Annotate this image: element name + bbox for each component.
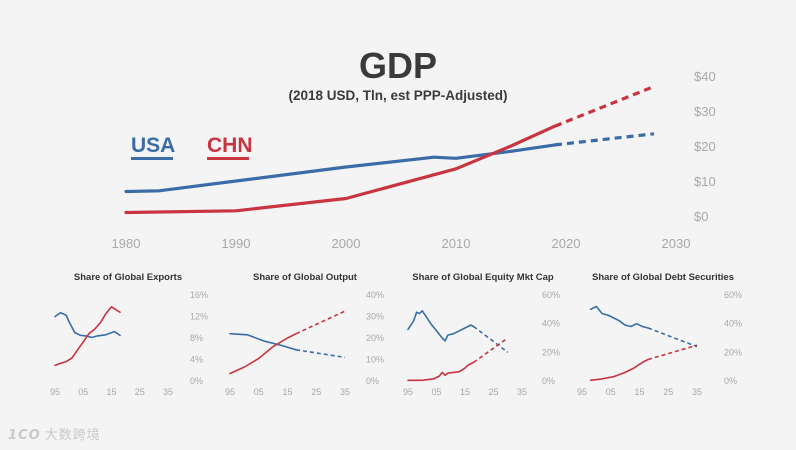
chart-subtitle: (2018 USD, Tln, est PPP-Adjusted) (288, 88, 507, 103)
gdp-x-tick: 2030 (662, 236, 691, 251)
panel-2-usa-line (229, 332, 297, 351)
panel-1-x-tick: 25 (135, 387, 145, 397)
panel-1-y-tick: 0% (190, 376, 203, 386)
panel-2-x-tick: 95 (225, 387, 235, 397)
gdp-x-tick: 2010 (442, 236, 471, 251)
panel-2-x-tick: 35 (340, 387, 350, 397)
panel-4-title: Share of Global Debt Securities (592, 272, 734, 283)
panel-1-y-tick: 12% (190, 312, 208, 322)
gdp-usa-line (124, 143, 557, 194)
panel-1-y-tick: 8% (190, 333, 203, 343)
panel-2-y-tick: 0% (366, 376, 379, 386)
gdp-x-tick: 1990 (222, 236, 251, 251)
panel-3-y-tick: 20% (542, 347, 560, 357)
gdp-y-tick: $20 (694, 139, 716, 154)
panel-3-x-tick: 05 (431, 387, 441, 397)
legend-usa-underline (131, 157, 173, 160)
panel-4-y-tick: 40% (724, 319, 742, 329)
panel-1-chn-line (54, 306, 121, 367)
panel-4-y-tick: 20% (724, 347, 742, 357)
gdp-y-tick: $10 (694, 174, 716, 189)
panel-2-title: Share of Global Output (253, 272, 358, 283)
gdp-x-tick: 2020 (552, 236, 581, 251)
panel-1-usa-line (54, 311, 121, 339)
panel-1-x-tick: 15 (106, 387, 116, 397)
panel-4-x-tick: 35 (692, 387, 702, 397)
panel-2-chn-projection (295, 310, 346, 335)
panel-1-x-tick: 35 (163, 387, 173, 397)
panel-3-title: Share of Global Equity Mkt Cap (412, 272, 554, 283)
legend-chn-label: CHN (207, 134, 253, 157)
panel-3-x-tick: 25 (488, 387, 498, 397)
panel-3-y-tick: 40% (542, 319, 560, 329)
panel-3-chn-line (407, 361, 475, 382)
panel-4-chn-line (589, 358, 649, 382)
panel-3-usa-line (407, 310, 475, 342)
panel-3-x-tick: 15 (460, 387, 470, 397)
panel-2-y-tick: 30% (366, 312, 384, 322)
panel-4-x-tick: 25 (663, 387, 673, 397)
gdp-usa-projection (554, 132, 655, 147)
legend-usa-label: USA (131, 134, 175, 157)
gdp-y-tick: $0 (694, 209, 708, 224)
gdp-x-tick: 2000 (332, 236, 361, 251)
legend-chn-underline (207, 157, 249, 160)
panel-4-x-tick: 95 (577, 387, 587, 397)
panel-3-x-tick: 35 (517, 387, 527, 397)
panel-2-y-tick: 10% (366, 355, 384, 365)
panel-4-usa-line (589, 305, 649, 329)
chart-title: GDP (359, 45, 437, 86)
gdp-x-tick: 1980 (112, 236, 141, 251)
panel-4-x-tick: 15 (634, 387, 644, 397)
gdp-y-tick: $40 (694, 69, 716, 84)
panel-3-y-tick: 0% (542, 376, 555, 386)
panel-2-y-tick: 40% (366, 290, 384, 300)
watermark: 1CO 大数跨境 (8, 424, 101, 443)
gdp-y-tick: $30 (694, 104, 716, 119)
panel-1-y-tick: 16% (190, 290, 208, 300)
panel-2-x-tick: 15 (282, 387, 292, 397)
watermark-text: 大数跨境 (44, 428, 101, 443)
panel-3-chn-projection (473, 337, 509, 364)
panel-4-usa-projection (647, 327, 698, 348)
panel-3-usa-projection (473, 325, 509, 353)
panel-4-y-tick: 60% (724, 290, 742, 300)
panel-1-y-tick: 4% (190, 355, 203, 365)
panel-2-x-tick: 25 (311, 387, 321, 397)
panel-4-y-tick: 0% (724, 376, 737, 386)
panel-3-x-tick: 95 (403, 387, 413, 397)
gdp-chn-line (124, 124, 557, 215)
panel-2-x-tick: 05 (254, 387, 264, 397)
panel-1-title: Share of Global Exports (74, 272, 182, 283)
panel-2-usa-projection (295, 349, 346, 359)
panel-2-y-tick: 20% (366, 333, 384, 343)
panel-4-x-tick: 05 (606, 387, 616, 397)
panel-2-chn-line (229, 332, 297, 375)
gdp-chn-projection (554, 85, 655, 128)
panel-3-y-tick: 60% (542, 290, 560, 300)
watermark-logo: 1CO (8, 428, 41, 443)
panel-4-chn-projection (647, 344, 698, 361)
panel-1-x-tick: 95 (50, 387, 60, 397)
panel-1-x-tick: 05 (78, 387, 88, 397)
